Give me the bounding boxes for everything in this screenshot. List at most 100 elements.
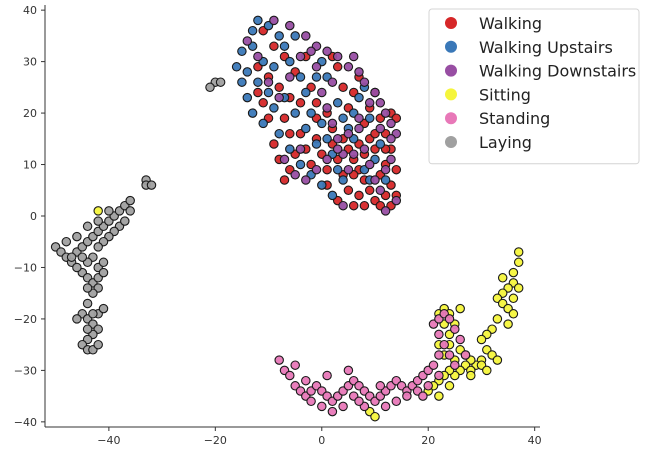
data-point (386, 118, 396, 129)
data-point (423, 381, 433, 391)
data-point (375, 123, 386, 134)
data-point (434, 391, 444, 401)
data-point (93, 242, 103, 252)
data-point (269, 139, 279, 149)
y-tick-label: 20 (23, 107, 37, 120)
data-point (508, 267, 519, 278)
data-point (375, 98, 386, 108)
data-point (104, 206, 114, 216)
data-point (327, 190, 338, 201)
x-tick-label: −40 (97, 434, 120, 447)
data-point (301, 175, 311, 185)
data-point (391, 195, 402, 206)
data-point (386, 134, 396, 144)
data-point (125, 195, 135, 206)
data-point (290, 170, 300, 180)
data-point (380, 206, 391, 216)
data-point (290, 31, 300, 41)
data-point (274, 82, 284, 93)
data-point (455, 303, 465, 314)
data-point (285, 20, 295, 31)
data-point (364, 185, 375, 196)
data-point (258, 98, 268, 108)
data-point (263, 77, 274, 87)
data-point (343, 365, 354, 376)
data-point (332, 164, 343, 175)
data-point (98, 303, 109, 314)
data-point (513, 257, 524, 268)
data-point (359, 144, 370, 154)
legend-marker (445, 88, 457, 101)
data-point (237, 46, 247, 57)
data-point (380, 108, 391, 118)
data-point (354, 123, 364, 134)
data-point (125, 206, 135, 216)
y-tick-label: −10 (14, 261, 37, 274)
data-point (434, 350, 444, 360)
data-point (375, 139, 386, 149)
data-point (364, 159, 375, 170)
data-point (66, 252, 77, 262)
data-point (242, 67, 253, 77)
legend-marker (445, 112, 457, 125)
data-point (338, 175, 348, 185)
data-point (348, 149, 359, 159)
data-point (274, 355, 284, 365)
data-point (295, 51, 306, 62)
data-point (61, 236, 72, 247)
data-point (285, 128, 295, 139)
data-point (263, 87, 274, 98)
data-point (354, 92, 364, 103)
data-point (82, 221, 93, 232)
data-point (364, 113, 375, 123)
data-point (279, 41, 290, 51)
data-point (285, 56, 295, 67)
data-point (354, 396, 364, 407)
data-point (460, 350, 471, 360)
data-point (343, 185, 354, 196)
data-point (466, 370, 476, 381)
data-point (450, 360, 460, 370)
data-point (82, 298, 93, 309)
data-point (370, 87, 380, 98)
data-point (247, 25, 258, 36)
data-point (513, 247, 524, 257)
data-point (386, 154, 396, 165)
data-point (359, 200, 370, 211)
y-tick-label: 30 (23, 56, 37, 69)
data-point (72, 314, 82, 324)
data-point (455, 334, 465, 345)
data-point (295, 159, 306, 170)
data-point (370, 175, 380, 185)
data-point (317, 118, 327, 129)
axes-layer: −40 −20 0 20 40 −40 −30 −20 −10 0 10 20 30 40 (14, 4, 542, 447)
legend-label: Walking Upstairs (479, 38, 613, 57)
legend: Walking Walking Upstairs Walking Downstair… (428, 8, 640, 165)
data-point (402, 391, 412, 401)
data-point (274, 31, 284, 41)
data-point (444, 314, 455, 324)
data-point (348, 200, 359, 211)
data-point (317, 401, 327, 412)
data-point (343, 62, 354, 72)
data-point (348, 51, 359, 62)
data-point (258, 118, 268, 129)
data-point (375, 185, 386, 196)
data-point (72, 262, 82, 273)
data-point (327, 406, 338, 417)
data-point (253, 51, 263, 62)
data-point (93, 206, 103, 216)
data-point (253, 15, 263, 26)
data-point (242, 36, 253, 46)
y-tick-label: −40 (14, 416, 37, 429)
data-point (492, 314, 503, 324)
data-point (332, 62, 343, 72)
data-point (354, 113, 364, 123)
y-tick-label: 10 (23, 159, 37, 172)
data-point (444, 350, 455, 360)
series-walking-upstairs (231, 15, 391, 201)
data-point (343, 164, 354, 175)
data-point (391, 396, 402, 407)
data-point (93, 216, 103, 226)
